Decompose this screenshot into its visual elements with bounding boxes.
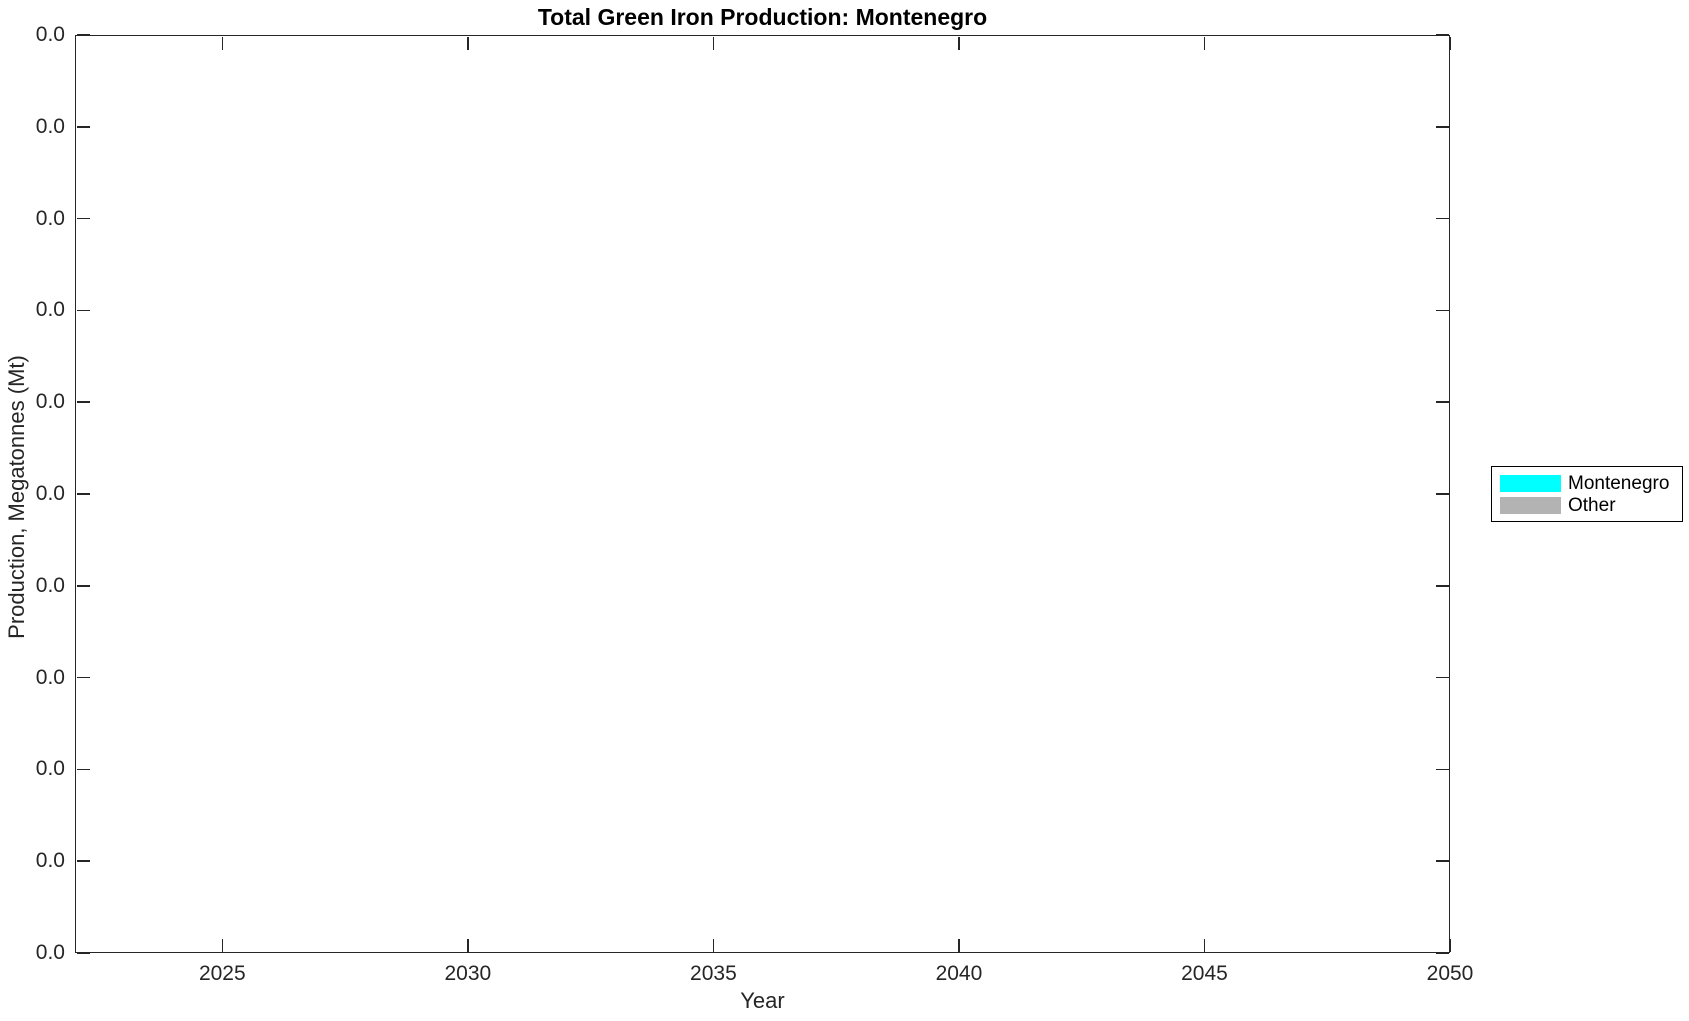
y-tick-mark-right [1435,34,1449,36]
x-tick-mark-bottom [958,938,960,952]
x-tick-mark-bottom [467,938,469,952]
x-tick-label: 2040 [935,962,983,985]
y-tick-mark-left [76,401,90,403]
y-tick-mark-right [1435,401,1449,403]
y-tick-label: 0.0 [35,941,65,964]
y-tick-mark-left [76,860,90,862]
y-tick-label: 0.0 [35,849,65,873]
y-tick-label: 0.0 [35,390,65,414]
y-tick-mark-right [1435,493,1449,495]
y-tick-mark-left [76,585,90,587]
y-tick-label: 0.0 [35,757,65,781]
x-tick-label: 2025 [198,962,246,985]
x-tick-mark-bottom [712,938,715,952]
y-tick-mark-right [1435,952,1449,954]
x-tick-mark-bottom [221,938,224,952]
y-tick-mark-left [76,309,90,312]
y-tick-label: 0.0 [35,298,65,322]
legend-swatch-other [1500,496,1561,514]
plot-area [75,35,1450,953]
y-tick-mark-right [1435,126,1449,128]
y-tick-mark-right [1435,860,1449,862]
x-tick-mark-top [221,36,224,50]
y-tick-mark-right [1435,768,1449,771]
x-tick-mark-top [712,36,715,50]
y-tick-mark-right [1435,217,1449,220]
y-tick-mark-left [76,493,90,495]
y-tick-mark-left [76,768,90,771]
y-tick-mark-left [76,34,90,36]
y-tick-mark-left [76,126,90,128]
legend-label: Montenegro [1568,472,1670,494]
legend-item-montenegro: Montenegro [1500,473,1682,493]
y-tick-mark-right [1435,676,1449,679]
y-tick-mark-left [76,952,90,954]
x-tick-mark-top [1203,36,1206,50]
x-tick-label: 2045 [1181,962,1228,985]
y-tick-mark-right [1435,585,1449,587]
y-tick-label: 0.0 [35,573,65,597]
x-tick-label: 2030 [444,962,492,985]
chart-title: Total Green Iron Production: Montenegro [537,4,988,30]
x-tick-mark-bottom [1449,938,1451,952]
x-axis-label: Year [740,988,785,1013]
x-tick-label: 2035 [690,962,737,985]
y-tick-label: 0.0 [35,23,65,46]
legend-label: Other [1568,494,1616,516]
legend: Montenegro Other [1491,466,1683,522]
legend-item-other: Other [1500,495,1682,515]
y-tick-mark-right [1435,309,1449,312]
x-tick-label: 2050 [1426,962,1474,985]
legend-swatch-montenegro [1500,474,1561,492]
y-tick-label: 0.0 [35,665,65,689]
x-tick-mark-top [467,36,469,50]
y-tick-mark-left [76,217,90,220]
y-tick-label: 0.0 [35,114,65,138]
x-tick-mark-top [1449,36,1451,50]
x-tick-mark-bottom [1203,938,1206,952]
y-tick-mark-left [76,676,90,679]
y-tick-label: 0.0 [35,482,65,505]
x-tick-mark-top [958,36,960,50]
y-tick-label: 0.0 [35,206,65,230]
